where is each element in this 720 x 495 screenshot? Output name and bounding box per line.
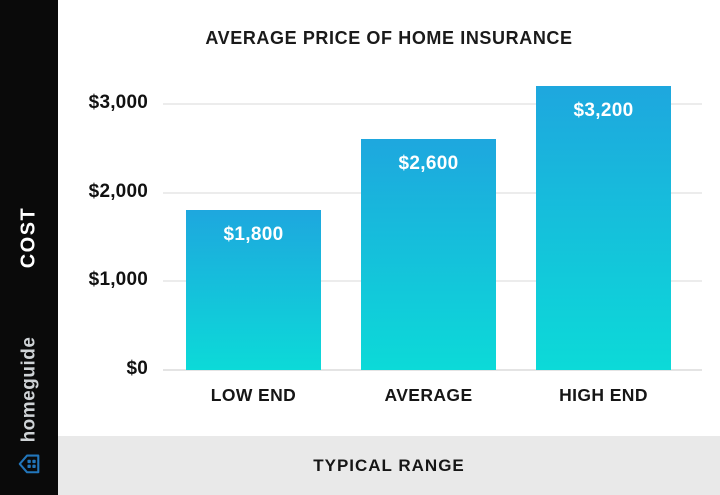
typical-range-band: TYPICAL RANGE (58, 436, 720, 495)
left-sidebar: COST homeguide (0, 0, 58, 495)
house-icon (18, 454, 40, 473)
homeguide-logo: homeguide (0, 322, 58, 490)
chart-title: AVERAGE PRICE OF HOME INSURANCE (205, 28, 573, 48)
x-tick-label-low-end: LOW END (210, 385, 297, 405)
bar-average: $2,600 (361, 139, 496, 370)
y-tick-label-0: $0 (126, 358, 148, 379)
brand-name: homeguide (18, 336, 39, 442)
bar-high-end: $3,200 (536, 86, 671, 370)
x-axis-title: TYPICAL RANGE (313, 455, 465, 475)
x-tick-label-average: AVERAGE (384, 385, 473, 405)
y-axis-title-wrap: COST (0, 203, 58, 271)
gridline-0 (163, 369, 702, 371)
y-tick-label-2000: $2,000 (88, 180, 148, 202)
bar-low-end: $1,800 (186, 210, 321, 370)
homeguide-logo-row: homeguide (17, 336, 42, 476)
y-tick-label-1000: $1,000 (88, 269, 148, 291)
bar-value-label-low-end: $1,800 (223, 224, 284, 246)
gridline-3000 (163, 103, 702, 105)
y-tick-label-3000: $3,000 (88, 92, 148, 113)
bar-value-label-average: $2,600 (398, 153, 459, 175)
y-axis-title: COST (17, 206, 40, 268)
bar-value-label-high-end: $3,200 (573, 100, 634, 122)
x-tick-label-high-end: HIGH END (559, 385, 648, 405)
